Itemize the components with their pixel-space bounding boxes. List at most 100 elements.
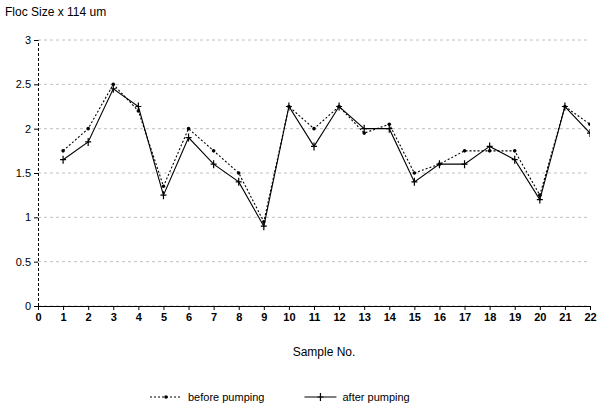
point-marker	[436, 160, 442, 168]
x-tick: 15	[409, 306, 421, 323]
x-tick: 7	[211, 306, 217, 323]
x-tick-mark	[264, 306, 265, 310]
point	[186, 134, 192, 142]
y-tick-mark	[34, 40, 38, 41]
y-tick-label: 0.5	[16, 256, 31, 268]
x-tick-label: 1	[61, 311, 67, 323]
point	[537, 196, 543, 204]
point-marker	[85, 138, 91, 146]
point	[212, 149, 216, 153]
grid-line	[38, 217, 590, 218]
point	[236, 178, 242, 186]
x-tick-label: 17	[459, 311, 471, 323]
x-tick-label: 3	[111, 311, 117, 323]
x-tick-mark	[414, 306, 415, 310]
x-tick-mark	[389, 306, 390, 310]
x-tick: 6	[186, 306, 192, 323]
x-tick-label: 18	[484, 311, 496, 323]
series-line	[63, 84, 590, 221]
y-tick: 1.5	[16, 167, 38, 179]
point-marker	[463, 149, 467, 153]
x-tick-mark	[163, 306, 164, 310]
y-axis-title: Floc Size x 114 um	[5, 5, 106, 19]
legend-item: after pumping	[304, 391, 409, 403]
point-marker	[513, 149, 517, 153]
legend-marker-shape	[317, 393, 323, 401]
x-tick-label: 8	[236, 311, 242, 323]
y-tick-mark	[34, 217, 38, 218]
point	[237, 171, 241, 175]
point-marker	[537, 196, 543, 204]
y-tick-label: 0	[25, 300, 31, 312]
point	[413, 171, 417, 175]
point	[436, 160, 442, 168]
point	[462, 160, 468, 168]
x-tick-mark	[339, 306, 340, 310]
x-axis-title: Sample No.	[293, 345, 356, 359]
point-marker	[336, 103, 342, 111]
x-tick: 19	[509, 306, 521, 323]
x-tick-mark	[439, 306, 440, 310]
legend-item: before pumping	[150, 391, 264, 403]
x-tick: 5	[161, 306, 167, 323]
point	[187, 127, 191, 131]
x-tick: 1	[61, 306, 67, 323]
point	[61, 149, 65, 153]
x-tick: 12	[333, 306, 345, 323]
point	[588, 122, 590, 126]
x-tick-mark	[289, 306, 290, 310]
x-tick: 10	[283, 306, 295, 323]
point-marker	[312, 127, 316, 131]
x-tick-label: 10	[283, 311, 295, 323]
x-tick-mark	[314, 306, 315, 310]
x-tick-label: 22	[584, 311, 596, 323]
point-marker	[187, 127, 191, 131]
x-tick-label: 2	[86, 311, 92, 323]
point	[513, 149, 517, 153]
point-marker	[588, 122, 590, 126]
x-tick: 22	[584, 306, 596, 323]
x-tick: 16	[434, 306, 446, 323]
x-tick: 0	[35, 306, 41, 323]
y-tick-label: 1.5	[16, 167, 31, 179]
x-tick-mark	[590, 306, 591, 310]
x-tick-mark	[189, 306, 190, 310]
x-tick: 17	[459, 306, 471, 323]
x-tick-mark	[113, 306, 114, 310]
x-axis: 012345678910111213141516171819202122	[35, 306, 596, 323]
x-tick-mark	[239, 306, 240, 310]
x-tick-label: 20	[534, 311, 546, 323]
x-tick-mark	[38, 306, 39, 310]
grid-line	[38, 40, 590, 41]
point-marker	[186, 134, 192, 142]
point	[160, 191, 166, 199]
x-tick: 20	[534, 306, 546, 323]
x-tick-mark	[364, 306, 365, 310]
x-tick-label: 12	[333, 311, 345, 323]
x-tick-label: 21	[559, 311, 571, 323]
point-marker	[211, 160, 217, 168]
point	[286, 103, 292, 111]
x-tick-label: 6	[186, 311, 192, 323]
series	[60, 85, 590, 230]
x-tick-label: 16	[434, 311, 446, 323]
point	[261, 222, 267, 230]
chart: 00.511.522.53012345678910111213141516171…	[0, 0, 607, 418]
x-tick-label: 4	[136, 311, 143, 323]
point	[85, 138, 91, 146]
x-tick: 11	[309, 306, 321, 323]
point	[411, 178, 417, 186]
point-marker	[212, 149, 216, 153]
y-tick-mark	[34, 173, 38, 174]
x-tick-mark	[138, 306, 139, 310]
legend-label: after pumping	[342, 391, 409, 403]
x-tick-label: 7	[211, 311, 217, 323]
point-marker	[562, 103, 568, 111]
point-marker	[462, 160, 468, 168]
grid-line	[38, 261, 590, 262]
x-tick-mark	[88, 306, 89, 310]
y-tick-label: 3	[25, 34, 31, 46]
point	[487, 142, 493, 150]
point	[135, 103, 141, 111]
y-tick-mark	[34, 306, 38, 307]
